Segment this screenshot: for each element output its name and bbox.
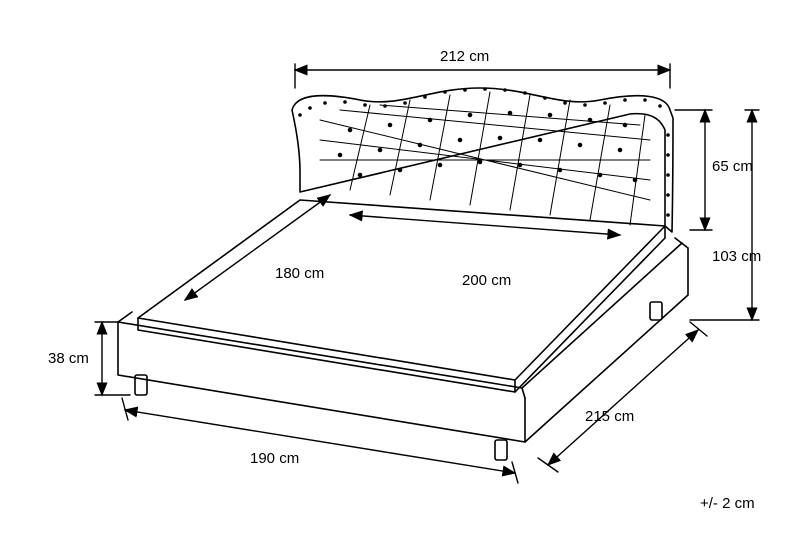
bed-drawing: [0, 0, 800, 533]
label-mattress-width: 180 cm: [275, 265, 324, 282]
label-headboard-height: 65 cm: [712, 158, 753, 175]
tolerance-note: +/- 2 cm: [700, 495, 755, 512]
frame-left-side: [118, 322, 525, 442]
mattress-front: [138, 318, 515, 392]
label-total-height: 103 cm: [712, 248, 761, 265]
label-headboard-width: 212 cm: [440, 48, 489, 65]
label-frame-height: 38 cm: [48, 350, 89, 367]
label-mattress-length: 200 cm: [462, 272, 511, 289]
diagram-canvas: 212 cm 65 cm 103 cm 180 cm 200 cm 38 cm …: [0, 0, 800, 533]
tufting-buttons: [339, 112, 637, 182]
label-frame-length: 215 cm: [585, 408, 634, 425]
label-frame-width: 190 cm: [250, 450, 299, 467]
bed-legs: [135, 302, 662, 460]
nailhead-trim: [299, 88, 669, 216]
mattress-top: [138, 200, 665, 380]
dimension-lines: [95, 64, 759, 483]
